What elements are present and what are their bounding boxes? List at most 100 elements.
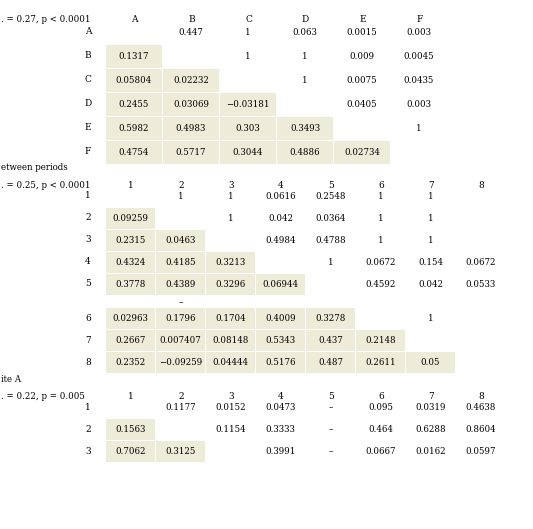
Bar xyxy=(406,397,455,418)
Text: 1: 1 xyxy=(427,192,433,201)
Text: 0.4009: 0.4009 xyxy=(265,314,296,323)
Text: 1: 1 xyxy=(85,191,91,200)
Text: 0.009: 0.009 xyxy=(350,52,375,61)
Text: 0.5982: 0.5982 xyxy=(119,124,149,133)
Bar xyxy=(391,93,447,116)
Text: 1: 1 xyxy=(128,180,134,189)
Text: 0.4324: 0.4324 xyxy=(115,258,146,267)
Bar xyxy=(256,230,305,251)
Text: 0.4788: 0.4788 xyxy=(315,236,346,245)
Text: 3: 3 xyxy=(228,391,234,400)
Bar xyxy=(306,230,355,251)
Text: 2: 2 xyxy=(85,425,91,434)
Bar xyxy=(163,117,219,140)
Bar xyxy=(356,397,405,418)
Bar xyxy=(220,93,276,116)
Text: 1: 1 xyxy=(228,214,233,223)
Text: B: B xyxy=(188,15,195,24)
Bar xyxy=(206,186,255,207)
Bar xyxy=(206,274,255,295)
Bar xyxy=(406,441,455,462)
Text: 0.4185: 0.4185 xyxy=(165,258,196,267)
Text: 0.3125: 0.3125 xyxy=(165,447,196,456)
Bar xyxy=(406,208,455,229)
Bar xyxy=(334,141,390,164)
Text: 5: 5 xyxy=(85,279,91,288)
Bar xyxy=(456,230,505,251)
Bar xyxy=(356,274,405,295)
Bar xyxy=(106,330,155,351)
Bar xyxy=(163,69,219,92)
Text: 0.042: 0.042 xyxy=(268,214,293,223)
Text: 1: 1 xyxy=(378,192,383,201)
Text: 0.3278: 0.3278 xyxy=(316,314,346,323)
Text: ite A: ite A xyxy=(1,375,21,384)
Text: 0.4389: 0.4389 xyxy=(165,280,196,289)
Bar xyxy=(456,252,505,273)
Bar xyxy=(356,208,405,229)
Text: 0.2611: 0.2611 xyxy=(365,358,396,367)
Text: 0.1177: 0.1177 xyxy=(165,403,196,412)
Bar xyxy=(306,186,355,207)
Text: 0.0075: 0.0075 xyxy=(346,76,377,85)
Bar xyxy=(106,45,162,68)
Bar xyxy=(106,230,155,251)
Text: 8: 8 xyxy=(85,358,91,367)
Text: 0.447: 0.447 xyxy=(179,28,204,37)
Bar xyxy=(256,330,305,351)
Text: 1: 1 xyxy=(328,258,333,267)
Bar xyxy=(106,352,155,373)
Text: 0.3991: 0.3991 xyxy=(265,447,296,456)
Text: etween periods: etween periods xyxy=(1,163,68,172)
Bar xyxy=(406,186,455,207)
Text: 0.2455: 0.2455 xyxy=(119,100,149,109)
Bar xyxy=(391,69,447,92)
Text: F: F xyxy=(416,15,423,24)
Bar xyxy=(256,441,305,462)
Text: 0.1154: 0.1154 xyxy=(215,425,246,434)
Bar xyxy=(356,441,405,462)
Bar xyxy=(156,441,205,462)
Text: –: – xyxy=(179,298,183,307)
Text: 0.0045: 0.0045 xyxy=(403,52,434,61)
Bar xyxy=(256,186,305,207)
Bar xyxy=(206,252,255,273)
Text: F: F xyxy=(85,148,91,157)
Text: 4: 4 xyxy=(278,180,284,189)
Text: 1: 1 xyxy=(245,52,251,61)
Bar xyxy=(334,69,390,92)
Bar xyxy=(106,141,162,164)
Bar xyxy=(406,352,455,373)
Bar xyxy=(206,419,255,440)
Text: 0.0364: 0.0364 xyxy=(316,214,346,223)
Bar xyxy=(156,186,205,207)
Bar xyxy=(306,308,355,329)
Bar xyxy=(406,274,455,295)
Text: 0.02734: 0.02734 xyxy=(344,148,380,157)
Text: 0.3493: 0.3493 xyxy=(290,124,320,133)
Text: 3: 3 xyxy=(85,235,91,244)
Text: 1: 1 xyxy=(416,124,422,133)
Bar xyxy=(456,397,505,418)
Text: . = 0.22, p = 0.005: . = 0.22, p = 0.005 xyxy=(1,391,85,400)
Text: 0.007407: 0.007407 xyxy=(159,336,201,345)
Text: 0.1317: 0.1317 xyxy=(119,52,149,61)
Text: 6: 6 xyxy=(378,180,384,189)
Text: 0.3333: 0.3333 xyxy=(265,425,295,434)
Text: 0.4592: 0.4592 xyxy=(365,280,395,289)
Text: 0.02232: 0.02232 xyxy=(173,76,209,85)
Text: . = 0.25, p < 0.0001: . = 0.25, p < 0.0001 xyxy=(1,180,91,189)
Text: 6: 6 xyxy=(378,391,384,400)
Text: A: A xyxy=(85,28,91,37)
Text: 0.5717: 0.5717 xyxy=(176,148,206,157)
Text: 0.5343: 0.5343 xyxy=(265,336,296,345)
Bar xyxy=(456,330,505,351)
Text: 6: 6 xyxy=(85,314,91,323)
Text: 2: 2 xyxy=(178,180,184,189)
Text: 0.08148: 0.08148 xyxy=(212,336,249,345)
Bar xyxy=(256,208,305,229)
Bar xyxy=(163,93,219,116)
Text: 5: 5 xyxy=(328,180,334,189)
Bar xyxy=(456,186,505,207)
Text: −0.09259: −0.09259 xyxy=(159,358,202,367)
